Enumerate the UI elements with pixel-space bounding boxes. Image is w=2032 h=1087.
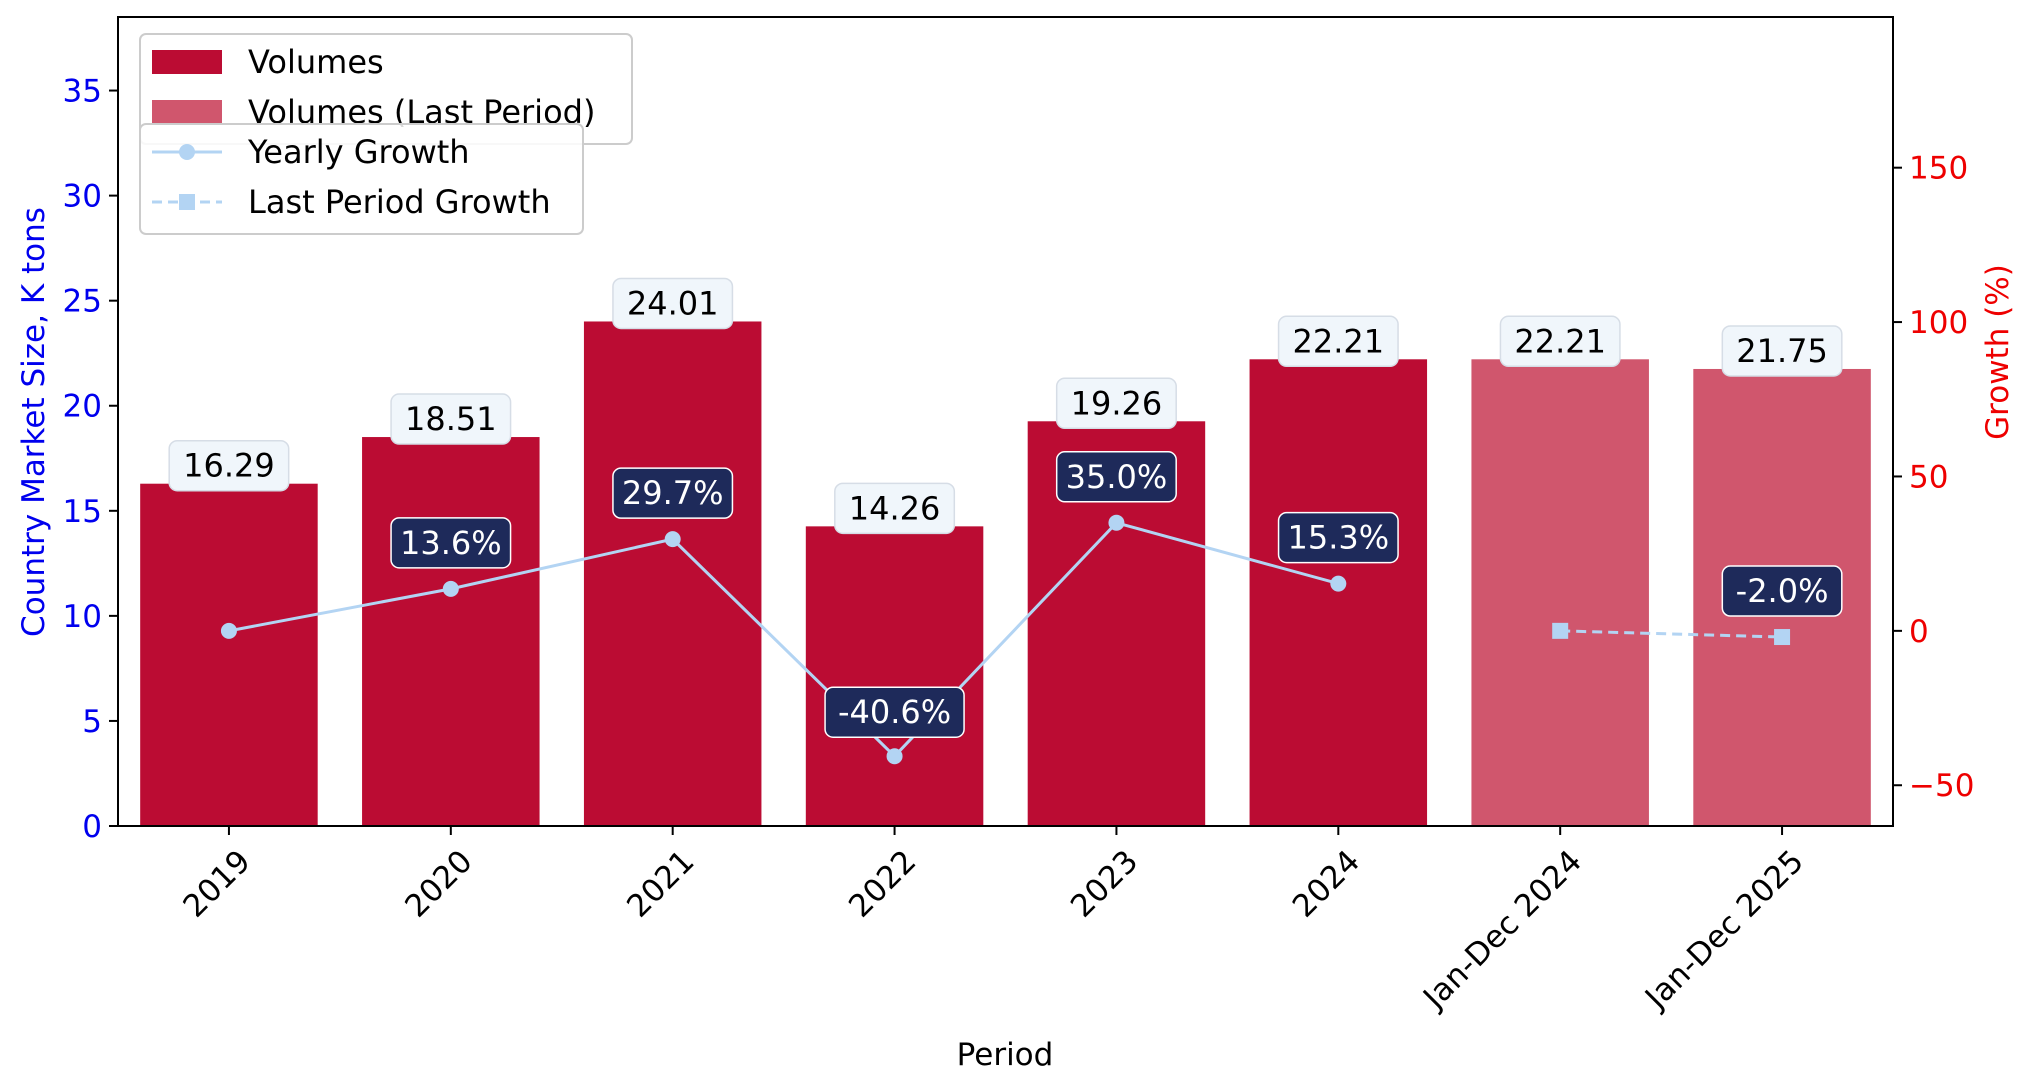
y2-tick-label: 100 (1909, 305, 1968, 341)
growth-marker-circle (664, 531, 681, 548)
bar-value-label: 16.29 (183, 447, 275, 485)
growth-label: -2.0% (1736, 572, 1829, 610)
y-tick-label: 20 (63, 389, 102, 425)
legend-yearly-growth-label: Yearly Growth (247, 133, 470, 171)
y2-tick-label: −50 (1909, 768, 1974, 804)
legend-growth-frame (139, 123, 584, 235)
y-tick-label: 30 (63, 179, 102, 215)
legend-last-period-growth-marker (179, 194, 195, 210)
bar-value-label-box (834, 482, 956, 535)
growth-marker-circle (886, 748, 903, 765)
x-tick-label: 2024 (1286, 843, 1367, 924)
legend-last-period-swatch (152, 100, 222, 124)
growth-label-box (1277, 511, 1399, 564)
legend-yearly-growth-marker (179, 144, 195, 160)
x-tick-label: 2021 (620, 843, 701, 924)
growth-label-box (824, 686, 965, 738)
lines-layer (220, 514, 1791, 765)
legend-last-period-growth-label: Last Period Growth (248, 183, 551, 221)
growth-label-box (1721, 565, 1843, 617)
y-tick-label: 35 (63, 74, 102, 110)
bar-2021 (583, 321, 762, 826)
growth-marker-circle (1108, 514, 1125, 531)
x-tick-label: Jan-Dec 2024 (1415, 843, 1589, 1017)
y2-tick-label: 50 (1909, 459, 1948, 495)
growth-label-box (1055, 451, 1177, 503)
bar-value-label: 24.01 (627, 284, 719, 322)
bar-2022 (805, 526, 984, 826)
x-tick-label: 2019 (176, 843, 257, 924)
growth-marker-circle (220, 622, 237, 639)
legend-volumes-label: Volumes (248, 43, 384, 81)
bar-2020 (362, 437, 540, 826)
bar-value-label: 14.26 (849, 489, 941, 527)
x-tick-label: Jan-Dec 2025 (1637, 843, 1811, 1017)
x-axis-title: Period (957, 1037, 1054, 1073)
y-tick-label: 5 (82, 704, 102, 740)
growth-marker-square (1552, 622, 1569, 639)
growth-marker-square (1774, 629, 1791, 646)
bar-value-label-box (1721, 325, 1843, 377)
bar-value-label: 22.21 (1293, 322, 1385, 360)
bar-value-label-box (1499, 315, 1621, 368)
legend-growth: Yearly Growth Last Period Growth (139, 123, 584, 235)
plot-frame (117, 16, 1894, 827)
line-yearly-growth (228, 521, 1339, 759)
growth-marker-circle (1330, 575, 1347, 592)
bar-2019 (140, 483, 318, 826)
growth-label-box (390, 517, 512, 569)
labels-layer: 16.29 18.51 24.01 14.26 19.26 22.21 22.21 21.75… (168, 277, 1843, 738)
legend-volumes: Volumes Volumes (Last Period) (139, 33, 633, 145)
bar-value-label-box (612, 277, 734, 330)
y-tick-label: 15 (63, 494, 102, 530)
y2-axis-title: Growth (%) (1980, 264, 2016, 440)
growth-label: -40.6% (838, 693, 951, 731)
x-tick-label: 2022 (842, 843, 923, 924)
bar-value-label-box (168, 439, 290, 492)
legend-volumes-swatch (152, 50, 222, 74)
y2-tick-label: 150 (1909, 151, 1968, 187)
bar-value-label-box (1055, 377, 1177, 430)
bar-value-label-box (1277, 315, 1399, 368)
bar-value-label: 18.51 (405, 400, 497, 438)
growth-label: 35.0% (1066, 458, 1168, 496)
growth-label: 13.6% (400, 524, 502, 562)
x-tick-label: 2020 (398, 843, 479, 924)
bar-value-label-box (390, 393, 512, 445)
bar-value-label: 21.75 (1736, 332, 1828, 370)
growth-label: 15.3% (1287, 519, 1389, 557)
bar-jan-dec-2024 (1471, 359, 1649, 826)
bars-layer (140, 321, 1871, 826)
growth-label-box (612, 467, 734, 519)
x-tick-label: 2023 (1064, 843, 1145, 924)
line-last-period-growth (1560, 629, 1783, 639)
y-tick-label: 25 (63, 284, 102, 320)
bar-value-label: 19.26 (1071, 384, 1163, 422)
y-axis-title: Country Market Size, K tons (16, 207, 52, 637)
growth-label: 29.7% (622, 474, 724, 512)
bar-2024 (1249, 359, 1428, 826)
y-tick-label: 0 (82, 809, 102, 845)
bar-value-label: 22.21 (1514, 322, 1606, 360)
y-tick-label: 10 (63, 599, 102, 635)
growth-marker-circle (442, 580, 459, 597)
y2-tick-label: 0 (1909, 614, 1929, 650)
